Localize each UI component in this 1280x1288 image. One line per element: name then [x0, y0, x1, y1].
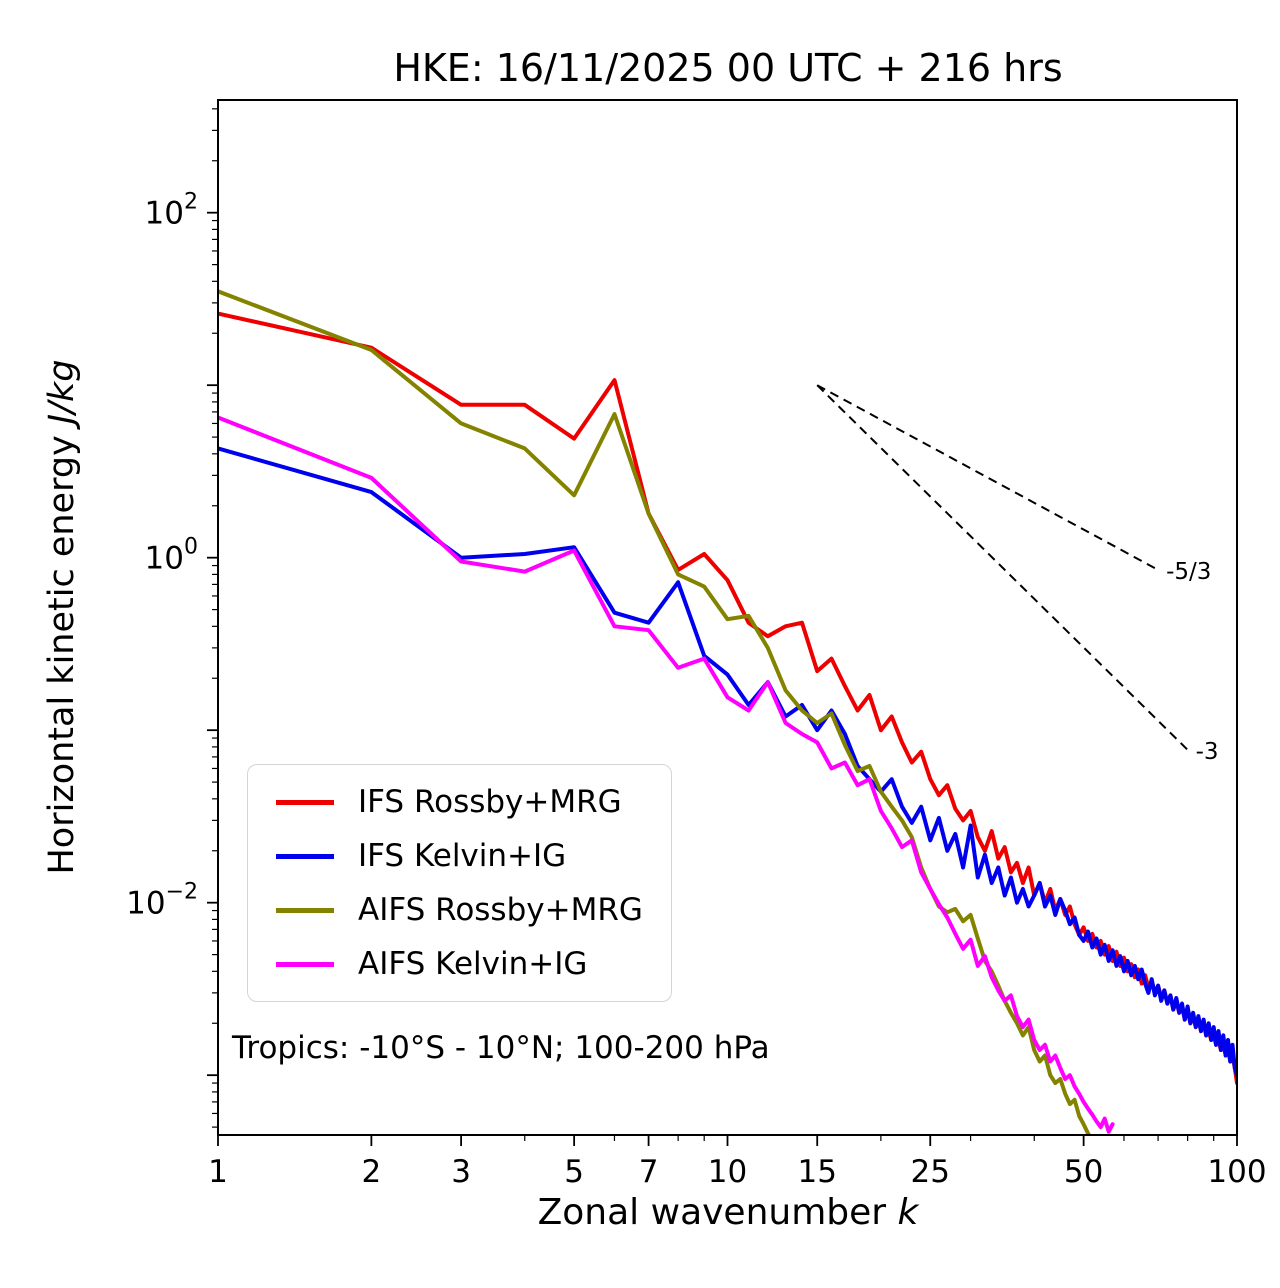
series-line-aifs-kelvin-ig: [218, 415, 1115, 1134]
x-axis-label-var: k: [897, 1192, 919, 1233]
legend-item-ifs-rossby-mrg: IFS Rossby+MRG: [276, 781, 643, 823]
legend-item-ifs-kelvin-ig: IFS Kelvin+IG: [276, 835, 643, 877]
series-line-ifs-kelvin-ig: [218, 446, 1237, 1078]
x-tick-label: 2: [362, 1154, 382, 1190]
legend-label-aifs-rossby-mrg: AIFS Rossby+MRG: [358, 892, 643, 928]
x-tick-label: 3: [451, 1154, 471, 1190]
x-axis-label-text: Zonal wavenumber: [537, 1192, 898, 1233]
y-tick-label: 100: [145, 535, 198, 577]
series-line-aifs-rossby-mrg: [218, 289, 1098, 1135]
chart-title: HKE: 16/11/2025 00 UTC + 216 hrs: [393, 46, 1063, 90]
legend-item-aifs-rossby-mrg: AIFS Rossby+MRG: [276, 889, 643, 931]
x-tick-label: 5: [564, 1154, 584, 1190]
legend-label-aifs-kelvin-ig: AIFS Kelvin+IG: [358, 946, 588, 982]
x-axis-label: Zonal wavenumber k: [218, 1192, 1238, 1233]
legend-swatch-ifs-rossby-mrg: [276, 799, 334, 805]
reference-line-label: -3: [1196, 739, 1219, 765]
x-tick-label: 1: [208, 1154, 228, 1190]
legend-item-aifs-kelvin-ig: AIFS Kelvin+IG: [276, 943, 643, 985]
legend-swatch-ifs-kelvin-ig: [276, 853, 334, 859]
legend-swatch-aifs-rossby-mrg: [276, 907, 334, 913]
y-tick-label: 102: [145, 190, 198, 232]
reference-line: [816, 384, 1159, 571]
region-annotation: Tropics: -10°S - 10°N; 100-200 hPa: [232, 1030, 770, 1066]
x-tick-label: 10: [708, 1154, 747, 1190]
series-group: [218, 289, 1237, 1135]
x-tick-label: 7: [639, 1154, 659, 1190]
legend-swatch-aifs-kelvin-ig: [276, 961, 334, 967]
legend-label-ifs-kelvin-ig: IFS Kelvin+IG: [358, 838, 567, 874]
reference-line: [816, 384, 1189, 751]
x-tick-label: 50: [1064, 1154, 1103, 1190]
x-tick-label: 25: [911, 1154, 950, 1190]
reference-line-label: -5/3: [1166, 559, 1211, 585]
x-tick-label: 100: [1207, 1154, 1266, 1190]
legend: IFS Rossby+MRG IFS Kelvin+IG AIFS Rossby+M…: [247, 764, 672, 1002]
legend-label-ifs-rossby-mrg: IFS Rossby+MRG: [358, 784, 622, 820]
x-tick-label: 15: [797, 1154, 836, 1190]
y-tick-label: 10−2: [126, 880, 198, 922]
